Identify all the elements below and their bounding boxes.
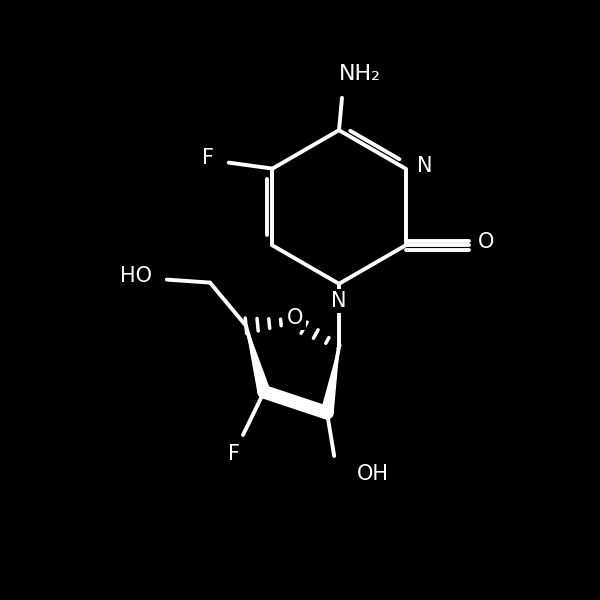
Text: O: O [478,232,494,253]
Text: OH: OH [357,464,389,484]
Text: F: F [228,444,240,464]
Text: O: O [287,308,304,328]
Text: N: N [417,155,433,176]
Text: F: F [202,148,214,169]
Text: N: N [331,290,347,311]
Text: NH₂: NH₂ [339,64,381,84]
Polygon shape [246,326,270,394]
Text: HO: HO [120,266,152,286]
Polygon shape [321,347,339,414]
